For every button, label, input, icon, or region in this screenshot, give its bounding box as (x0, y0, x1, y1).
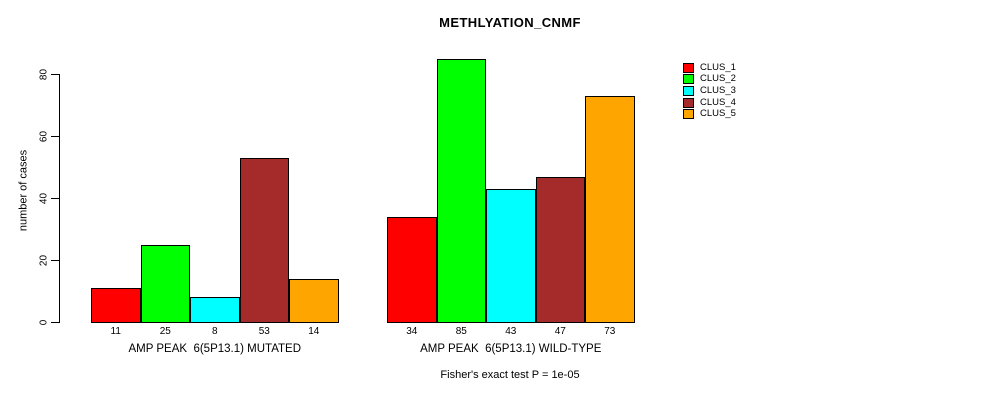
y-tick-label: 60 (38, 130, 50, 142)
bar-value-label: 43 (505, 326, 517, 337)
legend-label: CLUS_5 (700, 108, 736, 120)
bar-value-label: 25 (159, 326, 171, 337)
group-label: AMP PEAK 6(5P13.1) MUTATED (128, 343, 302, 355)
bar (190, 297, 240, 323)
bar-value-label: 85 (455, 326, 467, 337)
y-tick-label: 80 (38, 68, 50, 81)
legend-swatch (683, 85, 694, 96)
bar (486, 189, 536, 323)
bar-value-label: 73 (604, 326, 616, 337)
y-tick-label: 0 (38, 319, 50, 325)
bar (387, 217, 437, 323)
y-axis-line (59, 74, 60, 323)
group-label: AMP PEAK 6(5P13.1) WILD-TYPE (420, 343, 602, 355)
legend-label: CLUS_1 (700, 61, 736, 73)
legend-label: CLUS_4 (700, 96, 736, 108)
y-tick (51, 136, 59, 138)
legend-swatch (683, 74, 694, 85)
legend-row: CLUS_1 (683, 62, 736, 74)
bar-value-label: 11 (110, 326, 121, 337)
legend-row: CLUS_3 (683, 85, 736, 97)
bar (536, 177, 585, 323)
footnote: Fisher's exact test P = 1e-05 (440, 369, 580, 381)
legend-label: CLUS_2 (700, 73, 736, 85)
legend-row: CLUS_4 (683, 97, 736, 109)
legend-swatch (683, 109, 694, 120)
legend: CLUS_1 CLUS_2 CLUS_3 CLUS_4 CLUS_5 (683, 62, 736, 120)
bar-value-label: 14 (308, 326, 320, 337)
y-axis-label: number of cases (17, 149, 30, 232)
legend-row: CLUS_2 (683, 74, 736, 86)
bar-value-label: 53 (258, 326, 270, 337)
bar (240, 158, 289, 323)
y-tick-label: 20 (38, 254, 50, 266)
y-tick-label: 40 (38, 192, 50, 204)
bar (437, 59, 486, 323)
bar-value-label: 47 (554, 326, 566, 337)
chart-title: METHLYATION_CNMF (439, 15, 581, 30)
y-tick (51, 198, 59, 200)
bar (141, 245, 190, 323)
legend-swatch (683, 62, 694, 73)
legend-label: CLUS_3 (700, 84, 736, 96)
legend-swatch (683, 97, 694, 108)
bar (91, 288, 141, 323)
bar-value-label: 34 (406, 326, 418, 337)
y-tick (51, 260, 59, 262)
bar-value-label: 8 (211, 326, 218, 337)
y-tick (51, 74, 59, 76)
bar (585, 96, 635, 323)
bar (289, 279, 339, 323)
y-tick (51, 322, 59, 323)
legend-row: CLUS_5 (683, 108, 736, 120)
